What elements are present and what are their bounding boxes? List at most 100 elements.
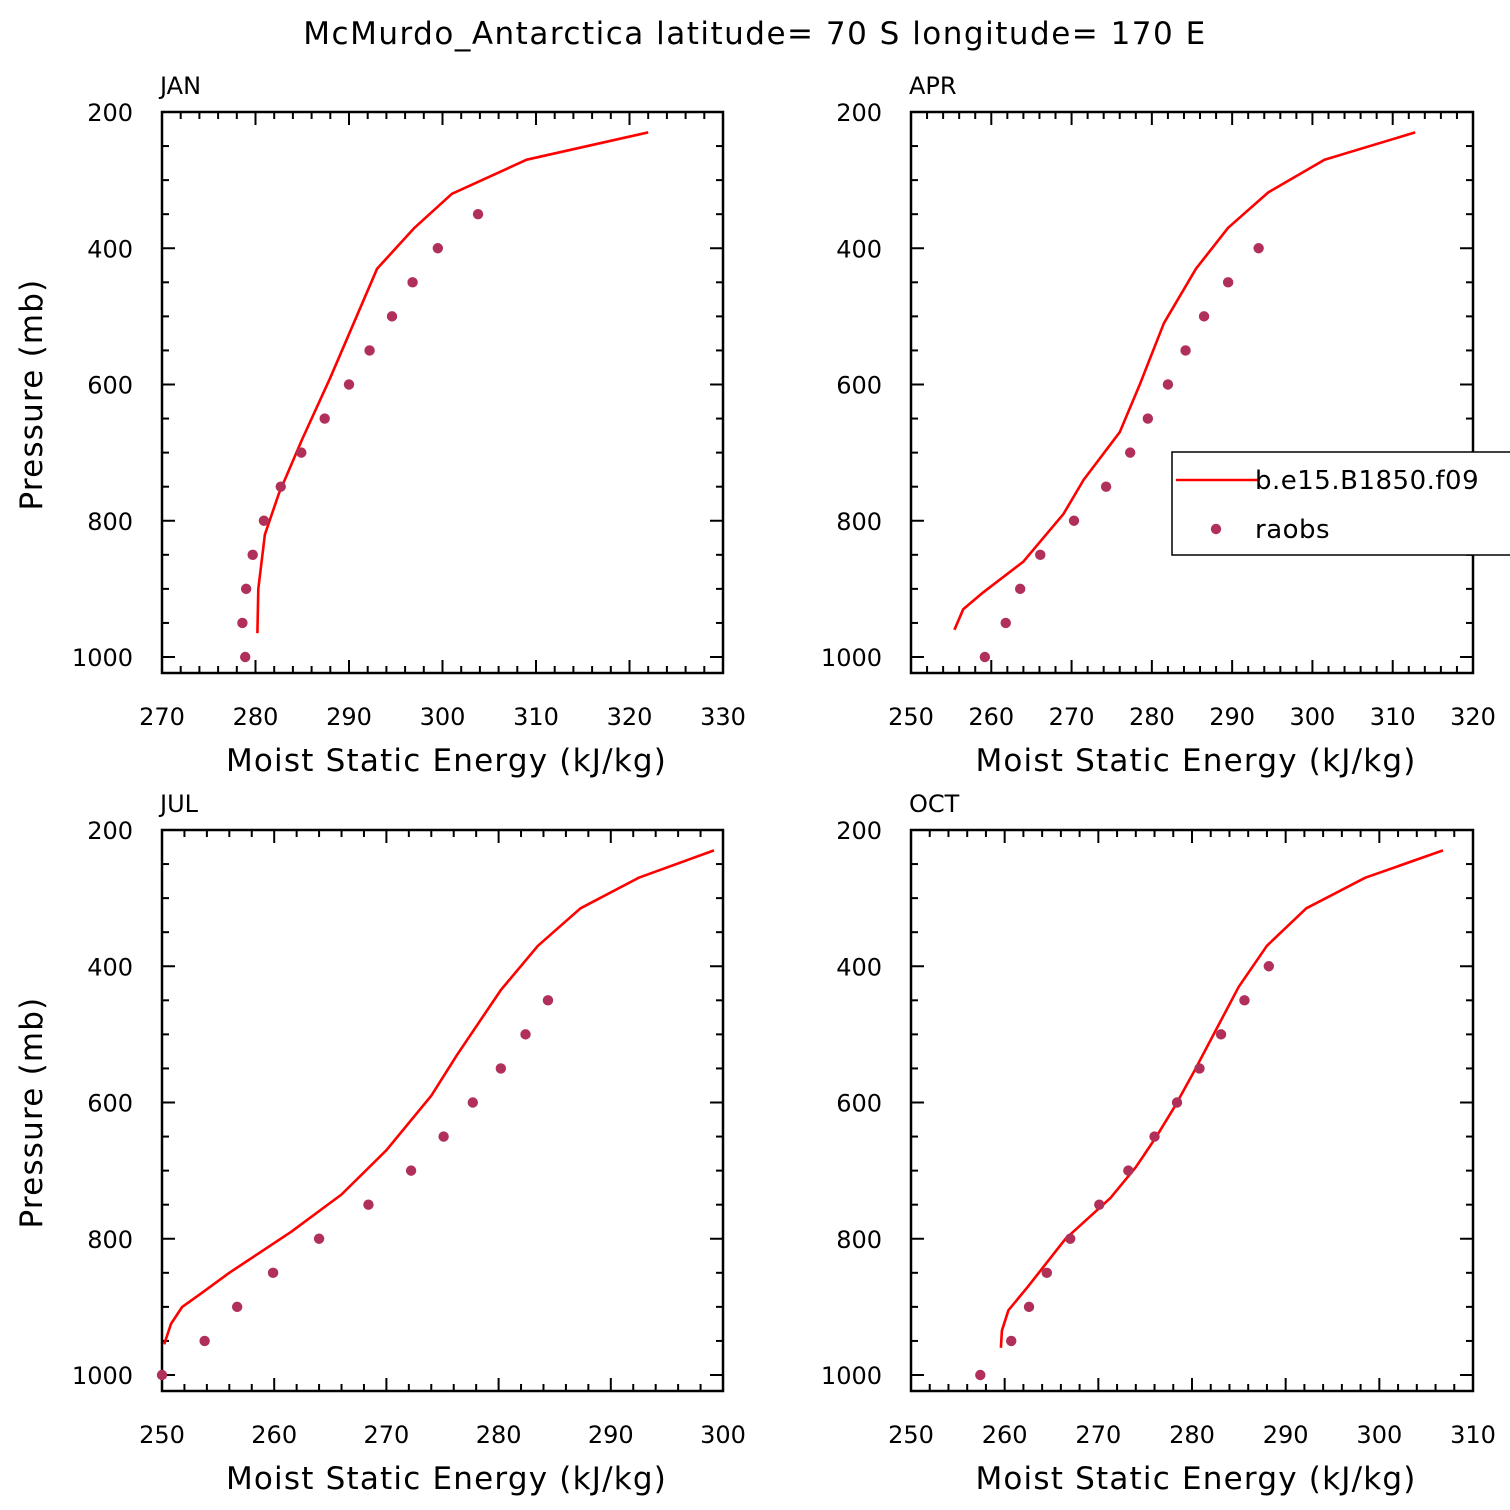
raobs-point (1162, 379, 1174, 390)
x-tick-label: 290 (326, 703, 372, 731)
y-tick-label: 1000 (72, 644, 133, 672)
raobs-point (247, 549, 258, 561)
raobs-point (407, 277, 418, 288)
figure-title: McMurdo_Antarctica latitude= 70 S longit… (303, 16, 1206, 52)
x-tick-label: 310 (1450, 1421, 1496, 1449)
y-tick-label: 800 (87, 508, 133, 536)
legend: b.e15.B1850.f09 raobs (1171, 451, 1510, 556)
y-tick-label: 1000 (821, 1362, 882, 1390)
y-tick-label: 800 (87, 1226, 133, 1254)
x-tick-label: 300 (1290, 703, 1336, 731)
x-tick-label: 320 (1450, 703, 1496, 731)
plot-frame (909, 828, 1475, 1393)
series-line-model (256, 131, 649, 634)
panel-title: JAN (158, 72, 201, 100)
raobs-point (156, 1369, 168, 1381)
raobs-point (237, 617, 248, 629)
raobs-point (319, 413, 330, 424)
y-tick-label: 600 (836, 1090, 882, 1118)
raobs-point (1142, 413, 1154, 424)
x-tick-label: 260 (968, 703, 1014, 731)
x-tick-label: 250 (888, 703, 934, 731)
raobs-point (1124, 447, 1136, 458)
raobs-point (313, 1233, 325, 1244)
x-tick-label: 280 (233, 703, 279, 731)
legend-label-raobs: raobs (1255, 515, 1330, 545)
raobs-point (495, 1063, 507, 1074)
raobs-point (1263, 961, 1275, 972)
x-tick-label: 250 (888, 1421, 934, 1449)
y-tick-label: 1000 (72, 1362, 133, 1390)
y-tick-label: 600 (87, 372, 133, 400)
series-line-model (999, 849, 1444, 1348)
raobs-point (1068, 515, 1080, 526)
x-tick-label: 300 (1356, 1421, 1402, 1449)
x-tick-label: 330 (700, 703, 746, 731)
x-tick-label: 320 (607, 703, 653, 731)
raobs-point (275, 481, 286, 492)
raobs-point (231, 1301, 243, 1313)
raobs-point (979, 651, 991, 663)
x-tick-label: 270 (1049, 703, 1095, 731)
raobs-point (1222, 277, 1234, 288)
legend-marker-swatch (1210, 523, 1222, 535)
legend-box (1171, 451, 1510, 556)
raobs-point (199, 1335, 210, 1347)
y-tick-label: 200 (87, 99, 133, 127)
raobs-point (364, 345, 375, 356)
raobs-point (1239, 995, 1250, 1006)
raobs-point (405, 1165, 417, 1176)
y-tick-label: 800 (836, 508, 882, 536)
raobs-point (1180, 345, 1191, 356)
panel-oct: 250 260 270 280 290 300 310 200 400 600 800 1000 OCT… (821, 790, 1496, 1497)
x-axis-title: Moist Static Energy (kJ/kg) (975, 1461, 1416, 1497)
raobs-point (386, 311, 398, 322)
raobs-point (1094, 1199, 1105, 1210)
raobs-point (296, 447, 307, 458)
x-tick-label: 300 (700, 1421, 746, 1449)
y-tick-label: 400 (87, 235, 133, 263)
raobs-point (1198, 311, 1210, 322)
x-tick-label: 250 (139, 1421, 185, 1449)
x-axis-title: Moist Static Energy (kJ/kg) (226, 1461, 667, 1497)
raobs-point (542, 995, 554, 1006)
x-tick-label: 310 (1370, 703, 1416, 731)
raobs-point (472, 208, 484, 220)
x-tick-label: 310 (513, 703, 559, 731)
y-tick-label: 600 (836, 372, 882, 400)
x-tick-label: 270 (1075, 1421, 1121, 1449)
raobs-point (1023, 1301, 1035, 1313)
raobs-point (1253, 243, 1264, 254)
series-line-model (162, 849, 715, 1345)
x-tick-label: 280 (1129, 703, 1175, 731)
raobs-point (1215, 1029, 1227, 1040)
raobs-point (1041, 1267, 1053, 1279)
panel-apr: 250 260 270 280 290 300 310 320 200 400 600 800 1000… (821, 72, 1510, 779)
raobs-point (1123, 1165, 1134, 1176)
raobs-point (267, 1267, 279, 1279)
y-tick-label: 200 (836, 817, 882, 845)
raobs-point (1065, 1233, 1076, 1244)
raobs-point (1035, 549, 1046, 561)
x-tick-label: 270 (363, 1421, 409, 1449)
x-tick-label: 280 (1169, 1421, 1215, 1449)
y-tick-label: 400 (87, 953, 133, 981)
y-tick-label: 200 (836, 99, 882, 127)
y-axis-title: Pressure (mb) (14, 997, 50, 1229)
x-tick-label: 290 (588, 1421, 634, 1449)
raobs-point (520, 1029, 531, 1040)
x-tick-label: 290 (1209, 703, 1255, 731)
raobs-point (975, 1369, 986, 1381)
raobs-point (240, 651, 251, 663)
raobs-point (258, 515, 270, 526)
raobs-point (1006, 1335, 1017, 1347)
panel-title: OCT (909, 790, 960, 818)
raobs-point (432, 243, 444, 254)
panel-title: APR (909, 72, 957, 100)
y-tick-label: 400 (836, 953, 882, 981)
raobs-point (1100, 481, 1112, 492)
raobs-point (1171, 1097, 1183, 1108)
raobs-point (343, 379, 355, 390)
x-tick-label: 260 (982, 1421, 1028, 1449)
y-tick-label: 800 (836, 1226, 882, 1254)
